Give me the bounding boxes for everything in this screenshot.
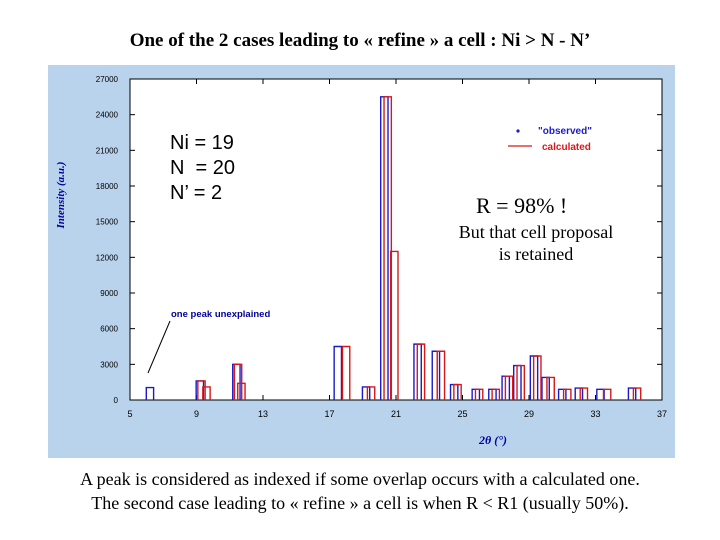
- caption: A peak is considered as indexed if some …: [0, 467, 720, 515]
- calculated-peak: [532, 355, 542, 400]
- xrd-chart: 0 3000 6000 9000 12000 15000 18000 21000 24000 27…: [55, 75, 667, 447]
- observed-peak: [145, 386, 155, 400]
- plot-area: [129, 78, 663, 401]
- y-tick-label: 18000: [96, 182, 119, 191]
- calculated-peak: [579, 387, 589, 400]
- calculated-peak: [516, 364, 526, 400]
- x-tick-label: 37: [657, 409, 667, 419]
- slide-title: One of the 2 cases leading to « refine »…: [129, 30, 591, 51]
- y-axis-label: Intensity (a.u.): [55, 162, 67, 230]
- calculated-peak: [237, 382, 246, 400]
- cell-parameters: Ni = 19 N = 20 N’ = 2: [170, 132, 236, 204]
- calculated-peak: [416, 343, 426, 400]
- figure-panel: 0 3000 6000 9000 12000 15000 18000 21000 24000 27…: [48, 65, 675, 458]
- calculated-peak: [491, 388, 501, 400]
- x-axis-label: 2θ (°): [478, 433, 507, 447]
- x-tick-label: 17: [324, 409, 334, 419]
- r-value: R = 98% !: [476, 193, 568, 218]
- y-tick-label: 6000: [100, 325, 118, 334]
- retained-note: But that cell proposal is retained: [436, 221, 636, 265]
- retained-line-2: is retained: [498, 244, 574, 264]
- x-tick-label: 21: [391, 409, 401, 419]
- y-tick-label: 24000: [96, 111, 119, 120]
- calculated-peak: [436, 350, 446, 400]
- annotation-text: one peak unexplained: [171, 309, 270, 320]
- calculated-peak: [453, 383, 462, 400]
- caption-line-2: The second case leading to « refine » a …: [91, 493, 629, 513]
- caption-line-1: A peak is considered as indexed if some …: [80, 469, 640, 489]
- observed-peak: [557, 388, 567, 400]
- observed-peak: [627, 387, 637, 400]
- calculated-peak: [562, 388, 572, 400]
- calculated-peak: [474, 388, 484, 400]
- y-tick-label: 27000: [96, 75, 119, 84]
- calculated-peak: [366, 386, 376, 400]
- y-tick-label: 12000: [96, 253, 119, 262]
- y-tick-label: 0: [114, 396, 119, 405]
- y-tick-label: 15000: [96, 218, 119, 227]
- x-tick-label: 9: [194, 409, 199, 419]
- calculated-peak: [341, 345, 351, 400]
- observed-peak: [541, 376, 550, 400]
- x-tick-label: 33: [590, 409, 600, 419]
- observed-peak: [574, 387, 584, 400]
- y-tick-label: 3000: [100, 360, 118, 369]
- calculated-peak: [389, 250, 399, 400]
- y-tick-label: 9000: [100, 289, 118, 298]
- calculated-peak: [202, 386, 211, 400]
- x-tick-label: 25: [457, 409, 467, 419]
- calculated-peak: [383, 96, 393, 400]
- calculated-peak: [504, 375, 514, 400]
- annotation-arrow: [147, 320, 171, 374]
- calculated-peak: [197, 380, 206, 400]
- calculated-peak: [546, 376, 555, 400]
- legend-observed-marker: [516, 129, 520, 133]
- calculated-peak: [602, 388, 612, 400]
- observed-peak: [431, 350, 441, 400]
- legend-calculated-label: calculated: [542, 142, 591, 153]
- legend-observed-label: "observed": [538, 126, 592, 137]
- observed-peak: [333, 345, 343, 400]
- x-tick-label: 29: [524, 409, 534, 419]
- observed-peak: [361, 386, 371, 400]
- x-tick-label: 13: [258, 409, 268, 419]
- calculated-peak: [632, 387, 642, 400]
- calculated-peak: [233, 363, 243, 400]
- retained-line-1: But that cell proposal: [458, 222, 614, 242]
- plot-layer: 0 3000 6000 9000 12000 15000 18000 21000 24000 27…: [55, 75, 667, 447]
- y-tick-label: 21000: [96, 146, 119, 155]
- x-tick-label: 5: [127, 409, 132, 419]
